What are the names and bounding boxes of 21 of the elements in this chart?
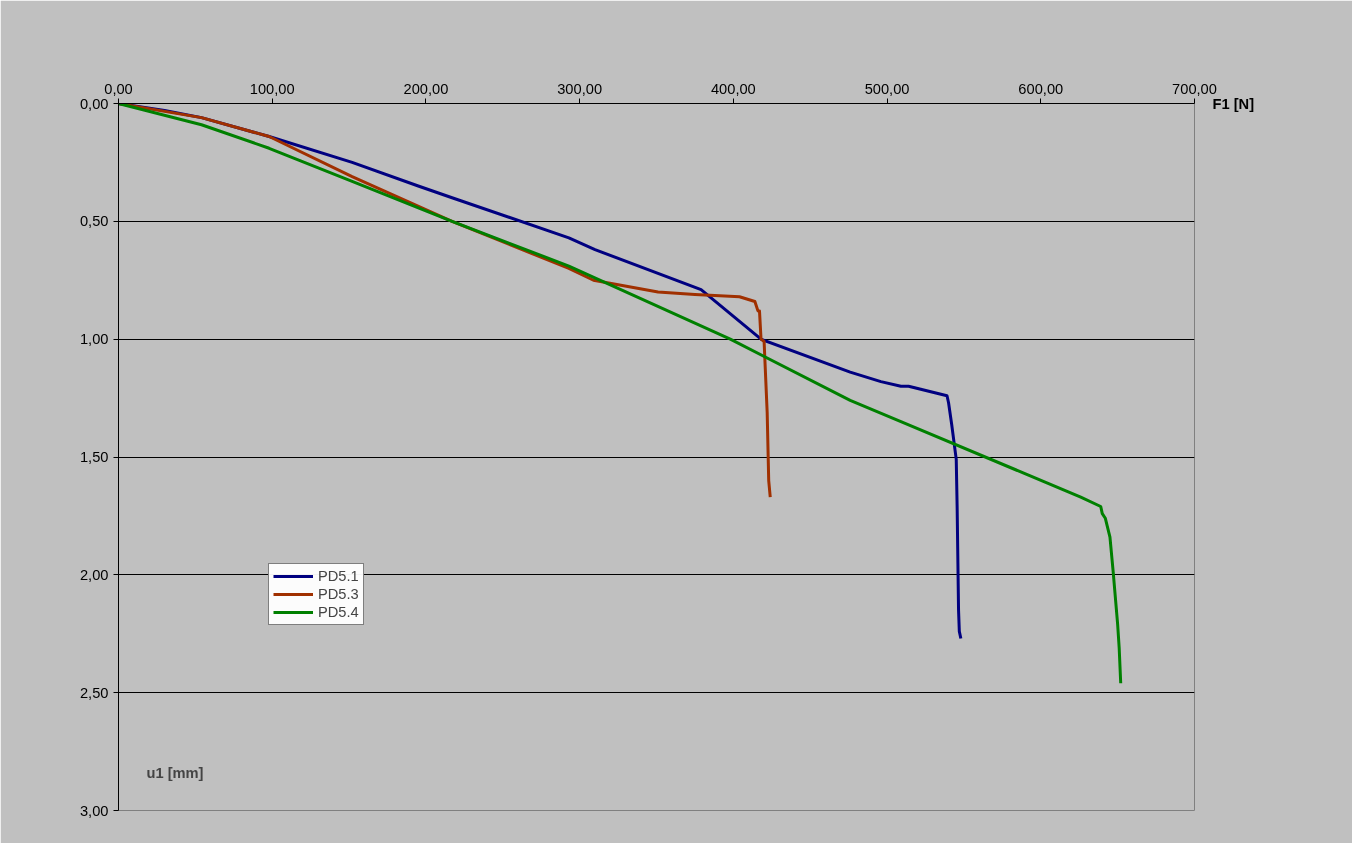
y-tick-label: 0,00 [79,95,109,112]
x-tick-label: 700,00 [1172,80,1217,97]
y-tick-label: 2,00 [79,566,109,583]
x-tick-label: 600,00 [1018,80,1064,97]
legend-label: PD5.4 [318,604,359,620]
x-tick-label: 400,00 [710,80,756,97]
x-tick-label: 300,00 [557,80,603,97]
x-tick-label: 500,00 [864,80,910,97]
y-tick-label: 0,50 [79,213,109,230]
x-tick-label: 200,00 [403,80,449,97]
legend-label: PD5.3 [318,586,359,602]
y-tick-label: 3,00 [79,802,109,819]
x-tick-label: 0,00 [104,80,133,97]
y-tick-label: 2,50 [79,684,109,701]
y-tick-label: 1,00 [79,331,109,348]
legend-label: PD5.1 [318,568,359,584]
y-tick-label: 1,50 [79,449,109,465]
y-axis-title: u1 [mm] [146,764,204,781]
x-axis-title: F1 [N] [1212,95,1255,112]
x-tick-label: 100,00 [249,80,295,97]
line-series [118,103,1123,685]
